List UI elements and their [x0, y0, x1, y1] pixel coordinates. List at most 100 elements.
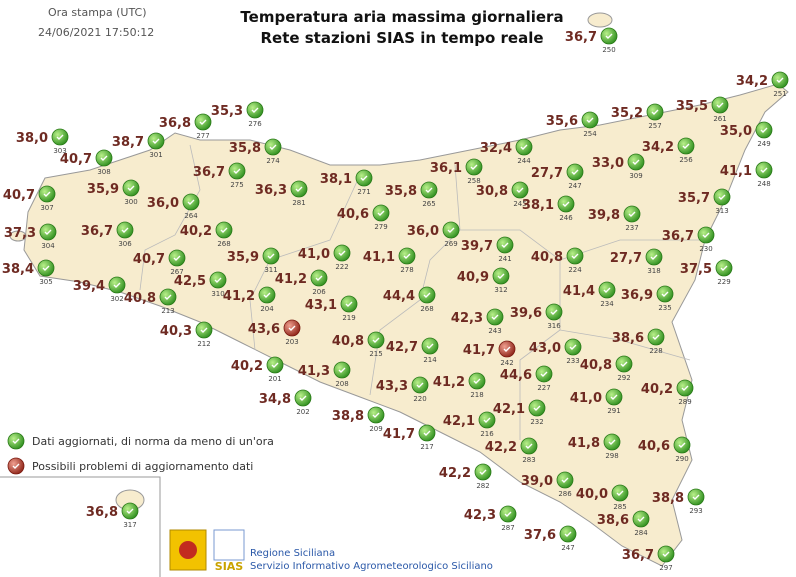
station-id: 308	[97, 168, 110, 176]
station-id: 287	[501, 524, 514, 532]
station-temp: 43,0	[529, 341, 561, 356]
station: 41,0 222	[298, 244, 351, 271]
station-icon-mark	[479, 469, 487, 475]
station: 43,6 203	[248, 319, 301, 346]
station-id: 279	[374, 223, 387, 231]
station: 38,6 228	[612, 328, 665, 355]
station-icon	[557, 195, 575, 213]
station-icon	[215, 221, 233, 239]
station-id: 285	[613, 503, 626, 511]
station-icon-mark	[603, 287, 611, 293]
station-icon	[411, 376, 429, 394]
sicily-outline	[23, 83, 789, 567]
station-icon	[511, 181, 529, 199]
station-id: 244	[517, 157, 531, 165]
station: 40,7 308	[60, 149, 113, 176]
station-id: 304	[41, 242, 55, 250]
station: 35,3 276	[211, 101, 264, 128]
station: 38,6 284	[597, 510, 650, 537]
station-temp: 37,6	[524, 528, 556, 543]
station-icon-mark	[586, 117, 594, 123]
station-icon	[566, 247, 584, 265]
station-id: 289	[678, 398, 691, 406]
station-icon-mark	[650, 254, 658, 260]
station: 43,0 233	[529, 338, 582, 365]
station: 36,7 306	[81, 221, 134, 248]
station-id: 245	[513, 200, 526, 208]
station-icon-mark	[233, 168, 241, 174]
station-icon-mark	[372, 337, 380, 343]
station: 40,7 307	[3, 185, 56, 212]
station-icon	[333, 361, 351, 379]
station: 36,7 250	[565, 27, 618, 54]
station: 40,6 290	[638, 436, 691, 463]
station-id: 248	[757, 180, 770, 188]
station-id: 256	[679, 156, 693, 164]
station-icon-mark	[637, 516, 645, 522]
station: 43,3 220	[376, 376, 429, 403]
station: 27,7 318	[610, 248, 663, 275]
station-icon-mark	[416, 382, 424, 388]
station-icon	[116, 221, 134, 239]
station-id: 317	[123, 521, 136, 529]
station-icon	[647, 328, 665, 346]
station-icon-mark	[605, 33, 613, 39]
station-temp: 36,7	[565, 30, 597, 45]
station-temp: 34,2	[642, 140, 674, 155]
station-id: 298	[605, 452, 618, 460]
station-icon	[195, 321, 213, 339]
station-icon	[372, 204, 390, 222]
station-id: 218	[470, 391, 483, 399]
station: 38,4 305	[2, 259, 55, 286]
print-label: Ora stampa (UTC)	[48, 6, 147, 19]
station-temp: 36,7	[193, 165, 225, 180]
station: 35,9 300	[87, 179, 140, 206]
station-icon	[755, 121, 773, 139]
station-icon	[51, 128, 69, 146]
station-temp: 38,8	[332, 409, 364, 424]
station-icon-mark	[473, 378, 481, 384]
station: 38,7 301	[112, 132, 165, 159]
station-icon-mark	[152, 138, 160, 144]
station-icon	[122, 179, 140, 197]
station-temp: 41,2	[223, 289, 255, 304]
station-temp: 35,0	[720, 124, 752, 139]
station-icon-mark	[126, 508, 134, 514]
station: 36,0 269	[407, 221, 460, 248]
station-icon-mark	[214, 277, 222, 283]
station: 35,8 265	[385, 181, 438, 208]
island	[587, 12, 613, 28]
station-icon	[159, 288, 177, 306]
station: 35,9 311	[227, 247, 280, 274]
station-icon-mark	[173, 255, 181, 261]
station-icon	[499, 505, 517, 523]
footer-org: Regione Siciliana	[250, 548, 335, 559]
station-icon	[632, 510, 650, 528]
station-icon-mark	[360, 175, 368, 181]
station-temp: 43,1	[305, 298, 337, 313]
station-temp: 40,7	[133, 252, 165, 267]
station-icon	[605, 388, 623, 406]
station: 37,5 229	[680, 259, 733, 286]
legend-ok-text: Dati aggiornati, di norma da meno di un'…	[32, 435, 274, 448]
station-icon	[7, 432, 25, 450]
station: 38,0 303	[16, 128, 69, 155]
station: 42,3 243	[451, 308, 504, 335]
station-icon	[39, 223, 57, 241]
station-icon-mark	[271, 362, 279, 368]
station-temp: 32,4	[480, 141, 512, 156]
station: 43,1 219	[305, 295, 358, 322]
station-id: 242	[500, 359, 513, 367]
station-temp: 43,3	[376, 379, 408, 394]
station-icon-mark	[678, 442, 686, 448]
station-icon	[258, 286, 276, 304]
station-temp: 37,5	[680, 262, 712, 277]
station-id: 300	[124, 198, 137, 206]
station-temp: 38,6	[597, 513, 629, 528]
station-icon	[294, 389, 312, 407]
station-temp: 41,4	[563, 284, 595, 299]
station-id: 250	[602, 46, 615, 54]
station-id: 209	[369, 425, 382, 433]
station: 40,8 292	[580, 355, 633, 382]
station-temp: 40,2	[641, 382, 673, 397]
